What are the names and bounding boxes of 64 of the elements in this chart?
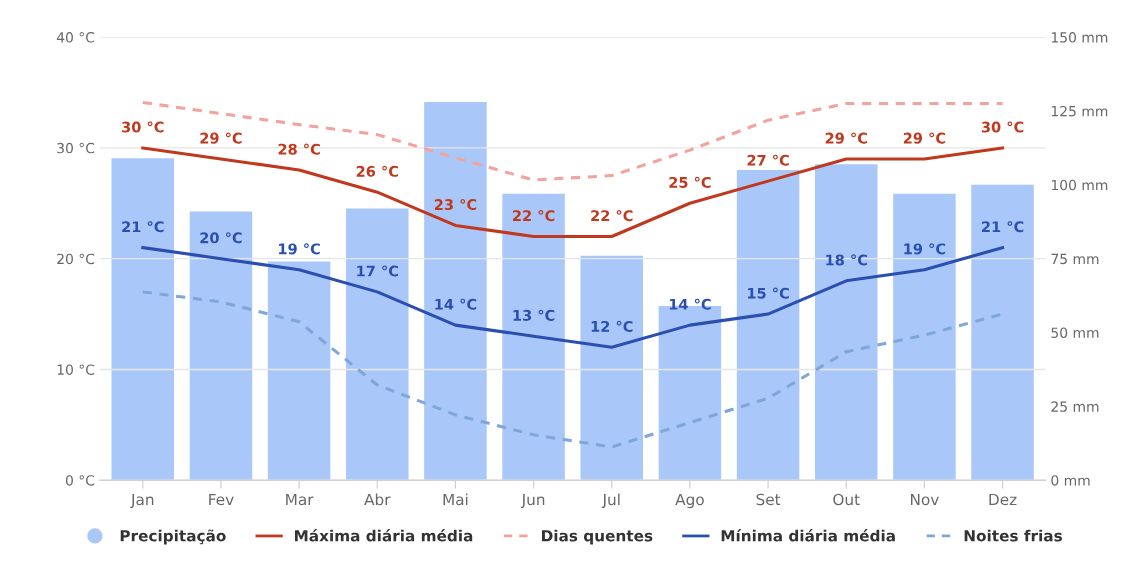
bar <box>346 208 409 481</box>
data-label: 14 °C <box>435 298 477 310</box>
x-tick-label: Jun <box>520 493 545 509</box>
data-label: 25 °C <box>669 176 711 188</box>
x-tick-label: Dez <box>989 493 1017 506</box>
data-label: 23 °C <box>434 198 477 211</box>
bar <box>189 211 253 481</box>
data-label: 30 °C <box>122 121 164 133</box>
y-tick-label: 0 °C <box>65 475 95 486</box>
data-label: 20 °C <box>200 232 242 244</box>
data-label: 22 °C <box>513 210 555 222</box>
data-label: 29 °C <box>903 132 946 144</box>
x-tick-label: Mar <box>286 493 314 506</box>
bar <box>267 261 331 481</box>
x-tick-label: Fev <box>209 493 234 506</box>
data-label: 22 °C <box>591 210 633 222</box>
data-label: 26 °C <box>356 165 399 177</box>
x-tick-label: Nov <box>910 493 939 506</box>
bar <box>736 170 800 481</box>
data-label: 14 °C <box>669 298 711 310</box>
y2-tick-label: 75 mm <box>1051 253 1099 265</box>
bar <box>814 164 878 481</box>
y2-tick-label: 50 mm <box>1051 327 1099 338</box>
data-label: 13 °C <box>513 309 555 321</box>
data-label: 18 °C <box>826 254 867 266</box>
data-label: 28 °C <box>278 143 320 155</box>
data-label: 29 °C <box>825 132 867 144</box>
data-label: 12 °C <box>591 320 633 332</box>
data-label: 17 °C <box>357 265 399 277</box>
bar <box>502 193 565 481</box>
legend-label: Dias quentes <box>542 529 653 545</box>
x-tick-label: Jan <box>130 493 154 509</box>
y2-tick-label: 0 mm <box>1051 475 1090 486</box>
data-label: 19 °C <box>279 243 320 255</box>
legend-label: Noites frias <box>964 529 1062 542</box>
legend-label: Precipitação <box>120 529 226 545</box>
data-label: 30 °C <box>981 121 1024 133</box>
x-tick-label: Abr <box>364 493 391 506</box>
x-tick-label: Jul <box>601 493 620 509</box>
y2-tick-label: 125 mm <box>1051 105 1108 117</box>
data-label: 15 °C <box>748 287 789 299</box>
y-tick-label: 30 °C <box>57 142 95 154</box>
bar <box>893 193 956 481</box>
x-tick-label: Set <box>756 493 781 506</box>
bar <box>580 255 644 481</box>
y2-tick-label: 100 mm <box>1051 179 1108 191</box>
bar <box>424 102 487 481</box>
data-label: 19 °C <box>904 243 946 255</box>
y2-tick-label: 150 mm <box>1051 32 1108 43</box>
x-tick-label: Ago <box>675 493 704 509</box>
y-tick-label: 20 °C <box>57 253 95 265</box>
bar <box>111 158 175 481</box>
data-label: 29 °C <box>200 132 242 144</box>
legend-label: Mínima diária média <box>721 529 895 542</box>
data-label: 21 °C <box>982 221 1024 233</box>
x-tick-label: Mai <box>443 493 468 506</box>
y-tick-label: 10 °C <box>57 364 95 375</box>
y-tick-label: 40 °C <box>56 32 95 43</box>
data-label: 27 °C <box>747 154 789 166</box>
y2-tick-label: 25 mm <box>1051 401 1099 412</box>
bar <box>971 184 1034 481</box>
data-label: 21 °C <box>122 221 164 233</box>
legend-label: Máxima diária média <box>294 529 473 542</box>
x-tick-label: Out <box>833 493 860 506</box>
